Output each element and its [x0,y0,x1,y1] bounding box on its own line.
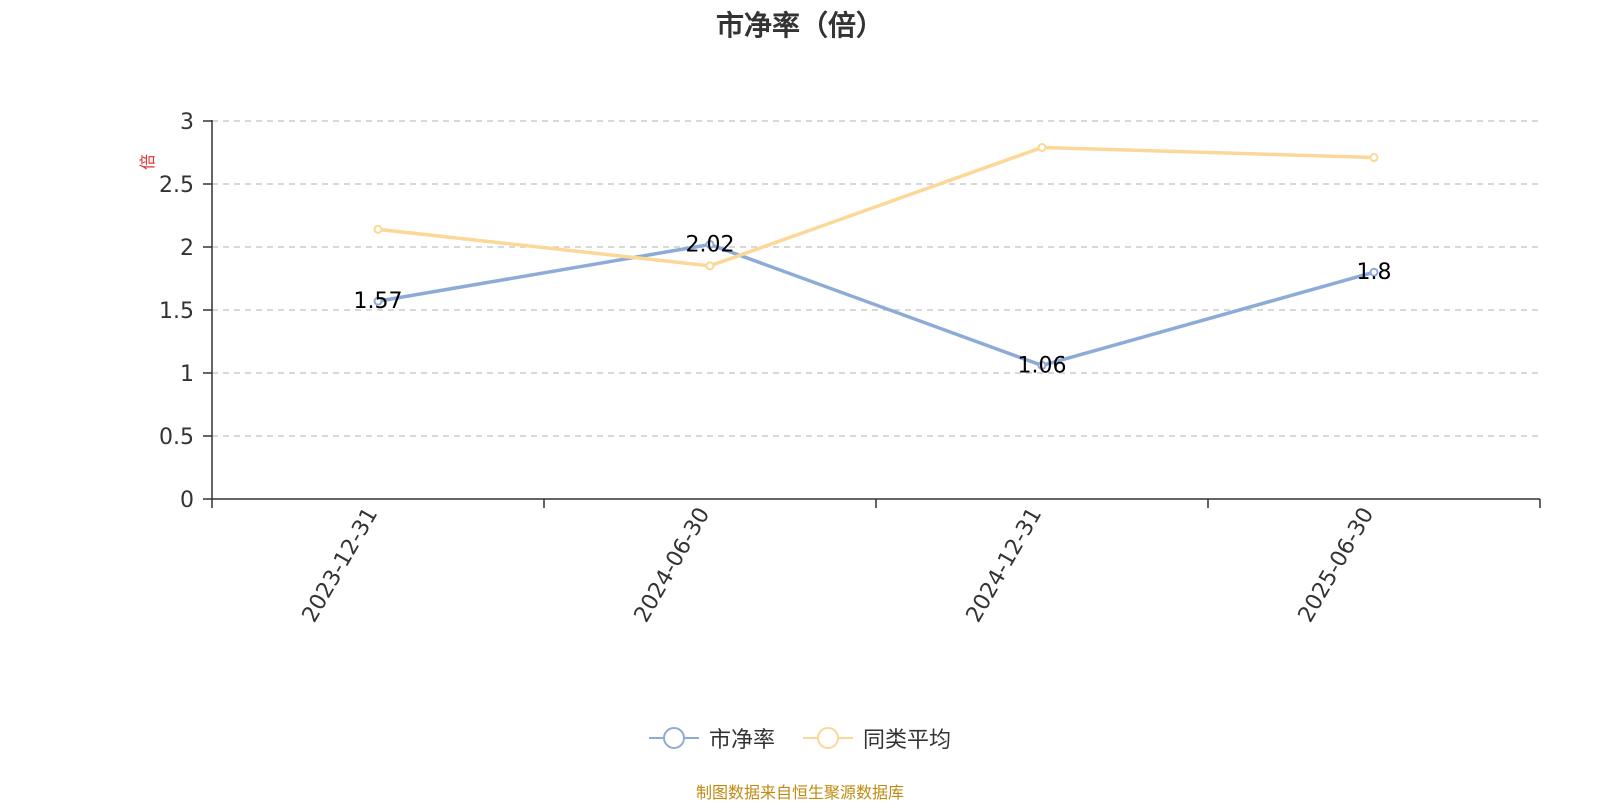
series-point-1 [1037,142,1047,152]
legend-swatch-peer-average [803,727,853,749]
series-point-0 [373,296,383,306]
x-tick-label: 2024-12-31 [962,504,1048,627]
legend-swatch-pb [648,727,699,749]
series-point-0 [705,239,715,249]
series-line-0 [376,242,1376,368]
legend-item-peer-average[interactable]: 同类平均 [803,722,951,754]
series-point-1 [1369,153,1379,163]
series-line-1 [376,145,1376,268]
y-tick-label: 0.5 [159,425,194,450]
chart-title: 市净率（倍） [715,9,884,42]
y-tick-label: 0 [180,488,194,513]
series-point-0 [1369,267,1379,277]
data-label: 2.02 [686,232,735,257]
data-label: 1.57 [354,289,403,314]
series-point-1 [373,224,383,234]
series-point-1 [705,261,715,271]
legend: 市净率 同类平均 [0,722,1600,754]
legend-label-pb: 市净率 [708,728,775,753]
y-tick-label: 1.5 [159,299,194,324]
y-tick-label: 1 [180,362,194,387]
legend-label-peer-average: 同类平均 [863,728,952,753]
legend-item-pb[interactable]: 市净率 [648,722,775,754]
y-tick-label: 3 [180,110,194,135]
source-note: 制图数据来自恒生聚源数据库 [695,783,904,802]
series-point-0 [1037,360,1047,370]
x-tick-label: 2023-12-31 [298,504,384,627]
x-tick-label: 2024-06-30 [630,504,716,627]
x-tick-label: 2025-06-30 [1294,504,1380,627]
y-tick-label: 2 [180,236,194,261]
data-label: 1.8 [1357,260,1392,285]
data-label: 1.06 [1018,353,1067,378]
y-tick-label: 2.5 [159,173,194,198]
